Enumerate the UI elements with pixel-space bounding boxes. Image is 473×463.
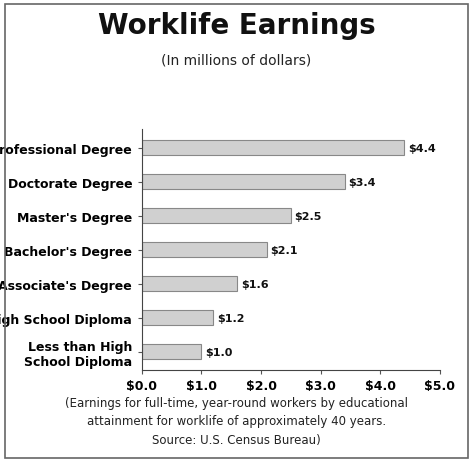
Text: $3.4: $3.4 xyxy=(348,177,376,187)
Bar xyxy=(142,208,291,224)
Text: $1.0: $1.0 xyxy=(205,347,232,357)
Text: $4.4: $4.4 xyxy=(408,144,436,153)
Text: $1.2: $1.2 xyxy=(217,313,245,323)
Bar xyxy=(142,141,404,156)
Bar xyxy=(142,276,237,292)
Bar xyxy=(142,175,344,190)
Bar xyxy=(142,243,267,257)
Text: (In millions of dollars): (In millions of dollars) xyxy=(161,53,312,67)
Text: (Earnings for full-time, year-round workers by educational
attainment for workli: (Earnings for full-time, year-round work… xyxy=(65,396,408,446)
Bar xyxy=(142,310,213,325)
Text: $2.1: $2.1 xyxy=(271,245,298,255)
Text: Worklife Earnings: Worklife Earnings xyxy=(97,12,376,39)
Text: $2.5: $2.5 xyxy=(295,211,322,221)
Bar xyxy=(142,344,201,359)
Text: $1.6: $1.6 xyxy=(241,279,269,289)
